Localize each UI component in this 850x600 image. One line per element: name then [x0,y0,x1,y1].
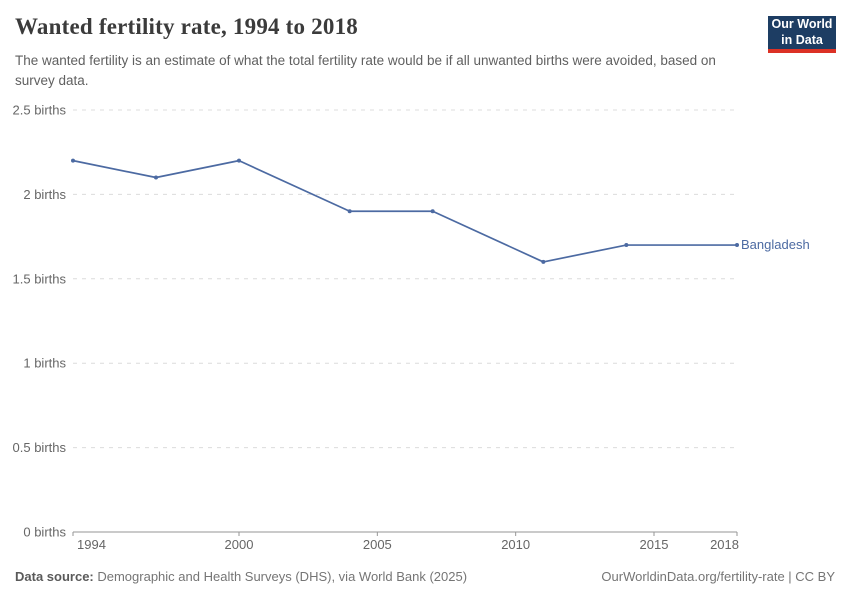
x-tick-label-1994: 1994 [77,537,106,552]
chart-area: 0 births 0.5 births 1 births 1.5 births 2 bi… [0,95,850,560]
data-point-bangladesh-1994 [71,158,75,163]
y-tick-label-1: 1 births [23,356,66,371]
y-tick-label-2: 2 births [23,187,66,202]
fertility-line-chart: 0 births 0.5 births 1 births 1.5 births 2 bi… [13,103,810,553]
data-point-bangladesh-2004 [347,209,352,214]
data-point-bangladesh-1997 [154,175,158,180]
chart-footer: Data source: Demographic and Health Surv… [15,569,835,584]
data-source-label: Data source: [15,569,94,584]
owid-logo[interactable]: Our World in Data [768,16,836,53]
data-point-bangladesh-2007 [430,209,435,214]
y-tick-label-0.5: 0.5 births [13,440,67,455]
series-line-bangladesh [72,159,738,263]
x-tick-label-2015: 2015 [640,537,669,552]
x-tick-label-2010: 2010 [501,537,530,552]
x-tick-label-2005: 2005 [363,537,392,552]
series-label-bangladesh: Bangladesh [741,237,810,252]
credit-link[interactable]: OurWorldinData.org/fertility-rate | CC B… [601,569,835,584]
owid-logo-line1: Our World [771,16,833,31]
page-title: Wanted fertility rate, 1994 to 2018 [15,14,358,39]
data-source-text: Demographic and Health Surveys (DHS), vi… [93,569,468,584]
owid-logo-line2: in Data [781,32,823,47]
chart-subtitle: The wanted fertility is an estimate of w… [15,53,716,88]
x-tick-label-2018: 2018 [710,537,739,552]
x-tick-label-2000: 2000 [225,537,254,552]
data-source: Data source: Demographic and Health Surv… [15,569,467,584]
data-point-bangladesh-2018 [735,243,739,248]
y-tick-label-0: 0 births [23,525,66,540]
data-point-bangladesh-2011 [541,259,546,264]
data-point-bangladesh-2014 [624,243,629,248]
y-tick-label-2.5: 2.5 births [13,103,67,118]
data-point-bangladesh-2000 [237,158,241,163]
y-tick-label-1.5: 1.5 births [13,271,67,286]
